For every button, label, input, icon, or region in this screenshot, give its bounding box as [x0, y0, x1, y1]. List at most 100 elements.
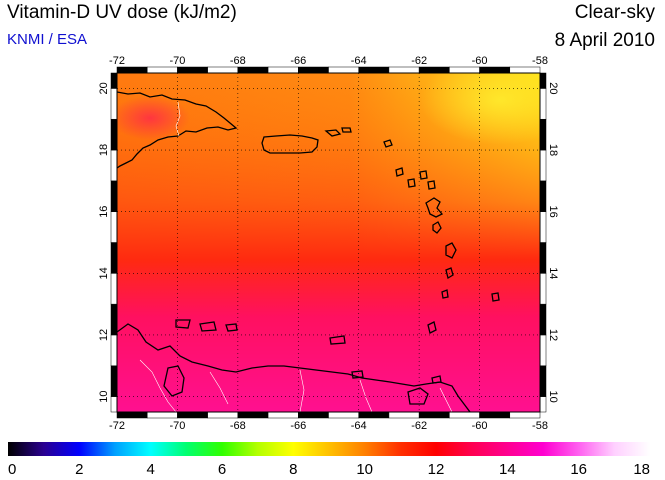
small-antilles [395, 167, 436, 190]
frame-segment [177, 66, 208, 74]
frame-segment [388, 66, 420, 74]
frame-segment [110, 88, 118, 120]
frame-segment [110, 303, 118, 336]
longitude-label-bottom: -68 [230, 420, 246, 432]
longitude-label-top: -60 [472, 55, 488, 67]
frame-segment [267, 66, 299, 74]
colorbar-label: 2 [75, 461, 83, 478]
colorbar-label: 4 [146, 461, 154, 478]
latitude-label-right: 14 [547, 267, 559, 279]
frame-segment [539, 211, 547, 243]
frame-segment [116, 66, 148, 74]
map-frame [110, 66, 547, 419]
colorbar-label: 18 [633, 461, 650, 478]
credit-label: KNMI / ESA [7, 31, 88, 48]
map-border [116, 72, 541, 413]
frame-segment [237, 66, 269, 74]
longitude-labels-bottom: -72 -70 -68 -66 -64 -62 -60 -58 [109, 420, 548, 432]
frame-segment [539, 180, 547, 212]
longitude-label-top: -72 [109, 55, 125, 67]
frame-segment [479, 411, 511, 419]
frame-segment [328, 66, 359, 74]
latitude-label-left: 16 [98, 206, 110, 218]
latitude-label-right: 18 [547, 144, 559, 156]
frame-segment [328, 411, 359, 419]
frame-segment [298, 66, 329, 74]
longitude-label-bottom: -58 [532, 420, 548, 432]
frame-segment [177, 411, 208, 419]
longitude-labels-top: -72 -70 -68 -66 -64 -62 -60 -58 [109, 55, 548, 67]
frame-segment [418, 411, 450, 419]
frame-segment [449, 66, 480, 74]
frame-segment [479, 66, 511, 74]
frame-segment [110, 365, 118, 397]
frame-segment [539, 273, 547, 305]
longitude-label-top: -68 [230, 55, 246, 67]
guadeloupe-island [425, 197, 444, 218]
st-lucia-island [445, 267, 454, 280]
frame-segment [358, 66, 390, 74]
country-borders [139, 101, 453, 412]
frame-segment [146, 411, 178, 419]
frame-segment [388, 411, 420, 419]
latitude-labels-right: 10 12 14 16 18 20 [547, 82, 559, 402]
latitude-label-right: 20 [547, 82, 559, 94]
frame-segment [110, 334, 118, 367]
frame-segment [539, 303, 547, 336]
latitude-label-left: 20 [98, 82, 110, 94]
frame-segment [509, 66, 541, 74]
virgin-islands [324, 127, 352, 137]
frame-segment [539, 334, 547, 367]
dominica-island [432, 221, 442, 234]
latitude-labels-left: 10 12 14 16 18 20 [98, 82, 110, 402]
colorbar-labels: 0 2 4 6 8 10 12 14 16 18 [8, 461, 650, 478]
frame-segment [539, 365, 547, 397]
trinidad-island [407, 387, 429, 405]
longitude-label-top: -64 [351, 55, 367, 67]
st-vincent-island [441, 289, 449, 299]
uv-dose-field [117, 73, 540, 412]
hispaniola-coast [117, 91, 238, 169]
barbados-island [491, 292, 500, 302]
latitude-label-right: 16 [547, 206, 559, 218]
latitude-label-right: 12 [547, 329, 559, 341]
frame-segment [207, 66, 239, 74]
south-america-coast [117, 323, 471, 412]
frame-segment [298, 411, 329, 419]
puerto-rico-coast [261, 134, 319, 154]
colorbar-label: 12 [428, 461, 445, 478]
map-title: Vitamin-D UV dose (kJ/m2) [7, 2, 237, 23]
abc-islands [175, 319, 238, 332]
frame-segment [449, 411, 480, 419]
frame-segment [110, 273, 118, 305]
frame-segment [110, 72, 118, 89]
longitude-label-bottom: -72 [109, 420, 125, 432]
frame-segment [110, 211, 118, 243]
coastlines [117, 91, 500, 412]
frame-segment [539, 396, 547, 413]
anguilla-island [383, 139, 393, 148]
date-label: 8 April 2010 [554, 30, 655, 51]
maracaibo-lake [163, 365, 185, 397]
colorbar-label: 0 [8, 461, 16, 478]
frame-segment [539, 118, 547, 151]
colorbar [8, 442, 650, 456]
colorbar-label: 6 [218, 461, 226, 478]
frame-segment [110, 149, 118, 182]
longitude-label-bottom: -64 [351, 420, 367, 432]
frame-segment [509, 411, 541, 419]
frame-segment [110, 396, 118, 413]
latitude-label-left: 12 [98, 329, 110, 341]
frame-segment [358, 411, 390, 419]
latitude-label-left: 10 [98, 390, 110, 402]
longitude-label-bottom: -66 [290, 420, 306, 432]
longitude-label-top: -58 [532, 55, 548, 67]
frame-segment [110, 180, 118, 212]
longitude-label-top: -66 [290, 55, 306, 67]
colorbar-label: 16 [570, 461, 587, 478]
longitude-label-bottom: -70 [169, 420, 185, 432]
frame-segment [539, 242, 547, 274]
longitude-label-bottom: -60 [472, 420, 488, 432]
frame-segment [237, 411, 269, 419]
